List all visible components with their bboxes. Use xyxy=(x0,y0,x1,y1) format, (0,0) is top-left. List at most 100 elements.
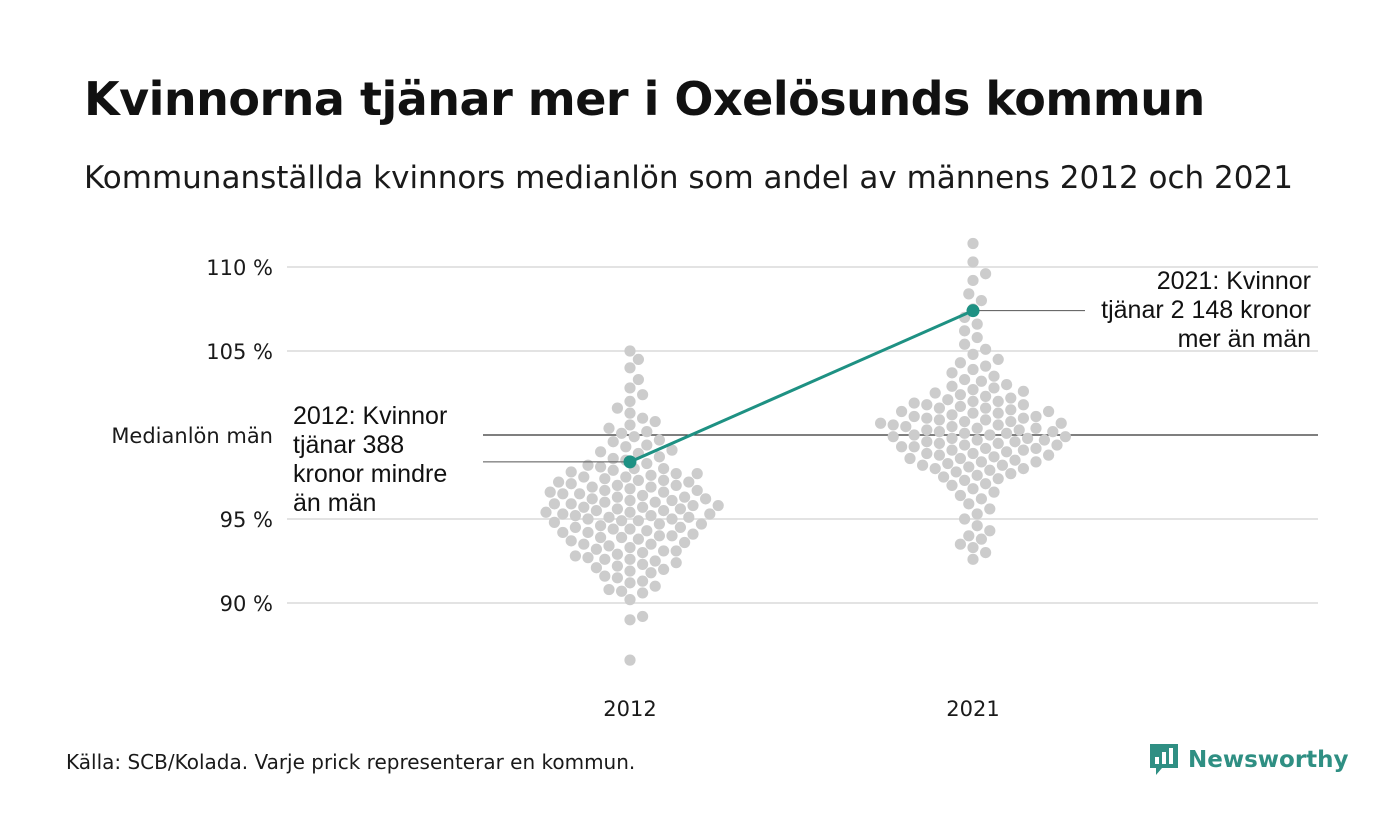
municipality-dot-2012 xyxy=(670,479,682,491)
municipality-dot-2021 xyxy=(1038,434,1050,446)
municipality-dot-2021 xyxy=(971,422,983,434)
municipality-dot-2021 xyxy=(954,489,967,502)
municipality-dot-2012 xyxy=(611,560,624,572)
municipality-dot-2021 xyxy=(971,331,983,344)
annotation-2012-line: tjänar 388 xyxy=(293,431,404,459)
municipality-dot-2012 xyxy=(607,436,619,448)
municipality-dot-2021 xyxy=(875,417,887,429)
municipality-dot-2012 xyxy=(645,538,657,550)
municipality-dot-2021 xyxy=(954,538,967,550)
municipality-dot-2021 xyxy=(1043,405,1055,418)
municipality-dot-2021 xyxy=(963,530,975,542)
municipality-dot-2012 xyxy=(670,468,682,480)
x-category-label: 2012 xyxy=(603,697,656,721)
source-note: Källa: SCB/Kolada. Varje prick represent… xyxy=(66,750,636,774)
municipality-dot-2012 xyxy=(624,483,636,495)
municipality-dot-2021 xyxy=(1030,442,1042,455)
annotation-2012-line: än män xyxy=(293,489,376,517)
municipality-dot-2012 xyxy=(620,471,632,483)
municipality-dot-2012 xyxy=(582,552,594,564)
municipality-dot-2021 xyxy=(967,553,979,565)
municipality-dot-2021 xyxy=(887,431,899,443)
municipality-dot-2012 xyxy=(586,481,598,493)
municipality-dot-2021 xyxy=(1017,399,1029,411)
municipality-dot-2021 xyxy=(975,375,988,387)
municipality-dot-2021 xyxy=(971,469,983,481)
municipality-dot-2012 xyxy=(557,508,569,520)
municipality-dot-2012 xyxy=(624,577,636,589)
municipality-dot-2012 xyxy=(632,353,645,365)
municipality-dot-2021 xyxy=(980,478,992,490)
municipality-dot-2012 xyxy=(569,550,582,562)
municipality-dot-2012 xyxy=(624,614,636,626)
municipality-dot-2021 xyxy=(1001,379,1013,391)
municipality-dot-2012 xyxy=(603,511,615,523)
municipality-dot-2012 xyxy=(565,466,577,478)
municipality-dot-2012 xyxy=(666,494,678,507)
municipality-dot-2021 xyxy=(967,256,979,268)
municipality-dot-2021 xyxy=(954,389,967,401)
municipality-dot-2012 xyxy=(704,508,716,520)
municipality-dot-2012 xyxy=(679,491,691,503)
municipality-dot-2012 xyxy=(687,499,699,512)
municipality-dot-2021 xyxy=(1030,422,1042,434)
municipality-dot-2012 xyxy=(607,452,619,465)
municipality-dot-2021 xyxy=(963,461,975,473)
municipality-dot-2012 xyxy=(637,587,649,599)
municipality-dot-2012 xyxy=(658,563,670,576)
municipality-dot-2012 xyxy=(603,422,615,434)
municipality-dot-2012 xyxy=(557,488,569,500)
municipality-dot-2021 xyxy=(992,473,1004,485)
municipality-dot-2012 xyxy=(700,493,712,505)
municipality-dot-2021 xyxy=(946,432,958,444)
municipality-dot-2021 xyxy=(1017,385,1029,397)
municipality-dot-2012 xyxy=(674,503,687,515)
municipality-dot-2021 xyxy=(971,318,983,330)
municipality-dot-2021 xyxy=(959,439,971,451)
municipality-dot-2021 xyxy=(959,474,971,486)
municipality-dot-2012 xyxy=(666,513,678,525)
annotation-2021: 2021: Kvinnor tjänar 2 148 kronor mer än m… xyxy=(1101,267,1311,353)
municipality-dot-2012 xyxy=(565,535,577,547)
municipality-dot-2021 xyxy=(971,520,983,532)
municipality-dot-2021 xyxy=(967,237,979,250)
municipality-dot-2021 xyxy=(959,415,971,428)
municipality-dot-2012 xyxy=(637,610,649,623)
municipality-dot-2012 xyxy=(653,518,666,530)
municipality-dot-2021 xyxy=(921,436,933,448)
municipality-dot-2021 xyxy=(900,421,912,433)
municipality-dot-2012 xyxy=(553,476,565,488)
municipality-dot-2021 xyxy=(1001,446,1013,458)
newsworthy-logo[interactable]: Newsworthy xyxy=(1148,742,1349,778)
municipality-dot-2021 xyxy=(954,400,967,413)
municipality-dot-2021 xyxy=(967,541,979,554)
municipality-dot-2012 xyxy=(649,415,661,428)
municipality-dot-2021 xyxy=(950,466,962,478)
municipality-dot-2021 xyxy=(1005,404,1017,416)
municipality-dot-2012 xyxy=(557,526,569,539)
municipality-dot-2012 xyxy=(649,555,661,567)
municipality-dot-2012 xyxy=(569,521,582,534)
municipality-dot-2012 xyxy=(637,489,649,502)
municipality-dot-2012 xyxy=(624,494,636,507)
municipality-dot-2012 xyxy=(578,501,590,513)
municipality-dot-2021 xyxy=(921,424,933,436)
municipality-dot-2012 xyxy=(641,525,653,537)
municipality-dot-2021 xyxy=(917,459,929,471)
y-tick-label: 110 % xyxy=(206,256,273,280)
municipality-dot-2021 xyxy=(908,397,920,409)
municipality-dot-2012 xyxy=(632,373,645,386)
municipality-dot-2021 xyxy=(1001,427,1013,439)
annotation-2021-line: 2021: Kvinnor xyxy=(1157,267,1311,295)
annotation-2012-line: kronor mindre xyxy=(293,460,447,488)
municipality-dot-2012 xyxy=(645,567,657,579)
municipality-dot-2021 xyxy=(1059,431,1071,443)
municipality-dot-2012 xyxy=(653,451,666,463)
municipality-dot-2021 xyxy=(896,441,908,453)
municipality-dot-2021 xyxy=(921,447,933,460)
municipality-dot-2021 xyxy=(946,421,958,433)
municipality-dot-2021 xyxy=(975,295,988,307)
municipality-dot-2021 xyxy=(980,343,992,355)
municipality-dot-2021 xyxy=(963,288,975,300)
municipality-dot-2012 xyxy=(611,491,624,503)
